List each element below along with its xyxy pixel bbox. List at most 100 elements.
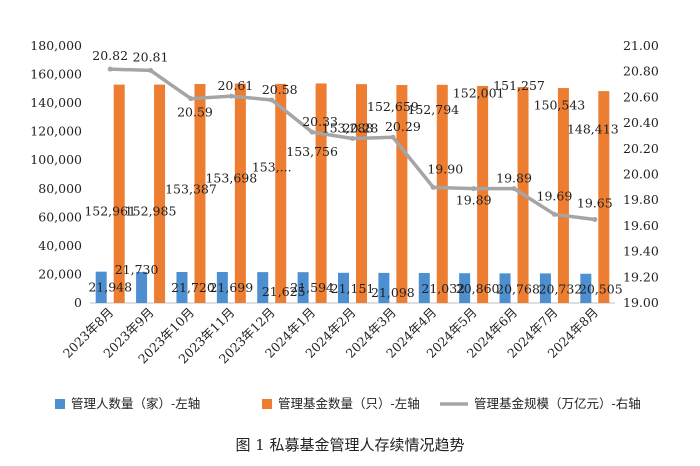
legend: 管理人数量（家）-左轴 管理基金数量（只）-左轴 管理基金规模（万亿元）-右轴 bbox=[55, 396, 641, 411]
bar-managers bbox=[257, 272, 269, 303]
label-managers: 21,625 bbox=[262, 284, 306, 299]
label-managers: 21,720 bbox=[171, 280, 215, 295]
label-funds: 148,413 bbox=[567, 121, 619, 136]
bar-funds bbox=[315, 83, 327, 303]
bar-funds bbox=[557, 88, 569, 304]
label-fund-scale: 20.33 bbox=[302, 114, 338, 129]
label-fund-scale: 20.29 bbox=[385, 119, 421, 134]
y-right-tick-label: 20.20 bbox=[623, 141, 659, 156]
y-left-tick-label: 160,000 bbox=[30, 67, 82, 82]
bar-funds bbox=[234, 83, 246, 304]
label-funds: 153,756 bbox=[286, 144, 338, 159]
y-left-tick-label: 20,000 bbox=[38, 266, 82, 281]
y-left-tick-label: 120,000 bbox=[30, 124, 82, 139]
point-fund-scale bbox=[592, 216, 598, 222]
label-fund-scale: 19.69 bbox=[537, 188, 573, 203]
bar-managers bbox=[539, 273, 551, 303]
label-managers: 21,730 bbox=[115, 262, 159, 277]
bar-managers bbox=[176, 271, 188, 303]
label-fund-scale: 19.65 bbox=[577, 195, 613, 210]
legend-label: 管理基金规模（万亿元）-右轴 bbox=[474, 396, 641, 411]
point-fund-scale bbox=[309, 129, 315, 135]
bar-funds bbox=[356, 84, 367, 304]
label-managers: 20,768 bbox=[496, 281, 540, 296]
legend-swatch bbox=[262, 399, 272, 409]
y-right-tick-label: 21.00 bbox=[623, 38, 659, 53]
point-fund-scale bbox=[430, 184, 436, 190]
point-fund-scale bbox=[390, 134, 396, 140]
label-fund-scale: 20.59 bbox=[177, 105, 213, 120]
label-funds: 152,794 bbox=[407, 102, 459, 117]
legend-label: 管理基金数量（只）-左轴 bbox=[278, 396, 420, 411]
label-fund-scale: 20.81 bbox=[133, 49, 169, 64]
bar-funds bbox=[598, 91, 610, 304]
point-fund-scale bbox=[107, 66, 113, 72]
label-fund-scale: 19.89 bbox=[456, 193, 492, 208]
label-funds: 153,387 bbox=[165, 181, 217, 196]
label-funds: 152,659 bbox=[367, 99, 419, 114]
bar-managers bbox=[216, 272, 228, 303]
bar-managers bbox=[418, 272, 430, 303]
point-fund-scale bbox=[228, 93, 234, 99]
bar-managers bbox=[338, 272, 349, 303]
point-fund-scale bbox=[269, 97, 275, 103]
figure-caption: 图 1 私募基金管理人存续情况趋势 bbox=[235, 436, 464, 454]
y-right-tick-label: 20.00 bbox=[623, 167, 659, 182]
label-managers: 20,860 bbox=[456, 281, 500, 296]
label-funds: 151,257 bbox=[493, 78, 545, 93]
bars bbox=[95, 83, 610, 304]
label-managers: 21,594 bbox=[290, 280, 334, 295]
label-managers: 21,151 bbox=[331, 281, 375, 296]
bar-managers bbox=[499, 273, 511, 303]
bar-funds bbox=[113, 84, 125, 303]
bar-managers bbox=[580, 273, 592, 303]
bar-funds bbox=[194, 83, 206, 303]
line-series bbox=[107, 66, 598, 222]
y-right-tick-label: 19.00 bbox=[623, 295, 659, 310]
bar-managers bbox=[459, 273, 471, 303]
label-managers: 21,948 bbox=[88, 280, 132, 295]
label-funds: 153,... bbox=[252, 160, 292, 175]
label-funds: 152,001 bbox=[453, 86, 505, 101]
label-fund-scale: 20.28 bbox=[343, 121, 379, 136]
bar-managers bbox=[378, 272, 390, 303]
bar-funds bbox=[154, 84, 166, 304]
bar-managers bbox=[136, 271, 148, 303]
y-left-tick-label: 80,000 bbox=[38, 181, 82, 196]
bar-funds bbox=[477, 85, 489, 303]
point-fund-scale bbox=[511, 186, 517, 192]
y-right-tick-label: 19.20 bbox=[623, 269, 659, 284]
point-fund-scale bbox=[148, 67, 154, 73]
y-right-tick-label: 20.40 bbox=[623, 115, 659, 130]
y-left-tick-label: 0 bbox=[74, 295, 82, 310]
label-funds: 153,698 bbox=[205, 170, 257, 185]
bar-funds bbox=[436, 84, 448, 304]
y-left-tick-label: 180,000 bbox=[30, 38, 82, 53]
bar-funds bbox=[396, 85, 408, 304]
y-left-tick-label: 60,000 bbox=[38, 209, 82, 224]
y-left-tick-label: 140,000 bbox=[30, 95, 82, 110]
bar-managers bbox=[297, 272, 309, 303]
label-managers: 20,505 bbox=[579, 282, 623, 297]
label-managers: 21,032 bbox=[421, 281, 465, 296]
y-right-tick-label: 19.60 bbox=[623, 218, 659, 233]
label-fund-scale: 20.61 bbox=[217, 78, 253, 93]
legend-swatch bbox=[55, 399, 65, 409]
point-fund-scale bbox=[188, 96, 194, 102]
label-fund-scale: 19.90 bbox=[427, 161, 463, 176]
label-funds: 152,961 bbox=[84, 204, 136, 219]
legend-label: 管理人数量（家）-左轴 bbox=[71, 396, 200, 411]
y-left-tick-label: 40,000 bbox=[38, 238, 82, 253]
label-managers: 21,699 bbox=[209, 280, 253, 295]
point-fund-scale bbox=[551, 211, 557, 217]
label-fund-scale: 20.58 bbox=[262, 82, 298, 97]
label-funds: 153,288 bbox=[322, 120, 374, 135]
bar-managers bbox=[95, 271, 107, 303]
y-right-tick-label: 19.80 bbox=[623, 192, 659, 207]
label-managers: 20,732 bbox=[539, 281, 583, 296]
label-fund-scale: 20.82 bbox=[92, 48, 128, 63]
label-funds: 152,985 bbox=[125, 204, 177, 219]
